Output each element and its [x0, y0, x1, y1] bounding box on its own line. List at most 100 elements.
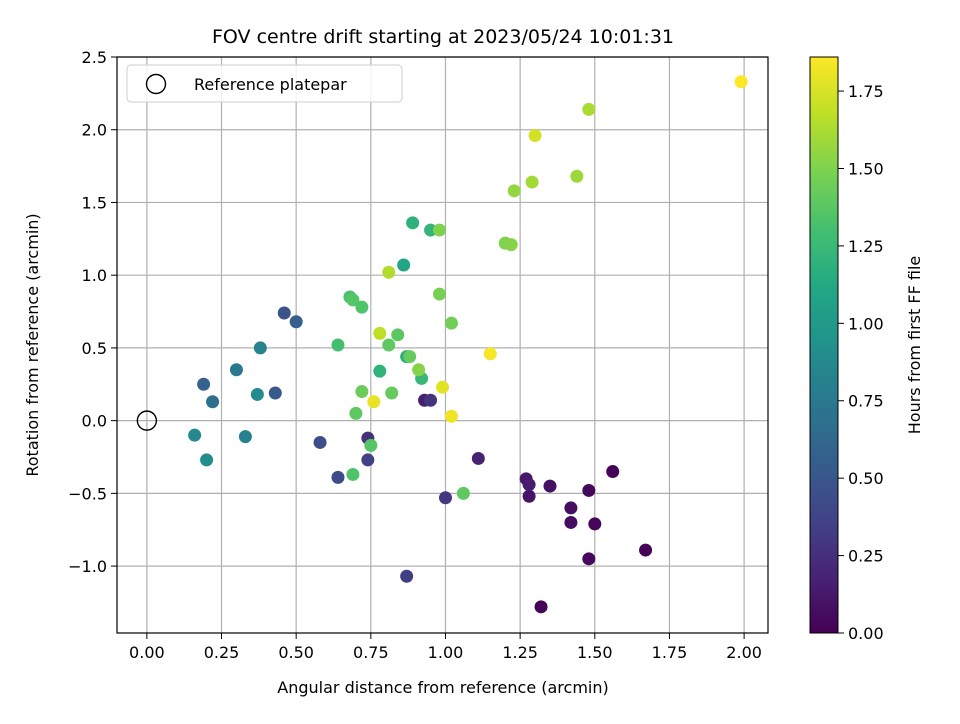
- data-point: [433, 287, 447, 301]
- x-tick-label: 0.50: [278, 643, 314, 662]
- y-tick-label: 1.0: [82, 266, 107, 285]
- colorbar-tick-label: 1.50: [848, 159, 884, 178]
- data-point: [570, 169, 584, 183]
- data-point: [361, 453, 375, 467]
- colorbar-ticks: 0.00 0.25 0.50 0.75 1.00 1.25 1.50 1.75: [838, 82, 884, 643]
- y-tick-label: −0.5: [68, 484, 107, 503]
- data-point: [238, 430, 252, 444]
- data-point: [355, 385, 369, 399]
- data-point: [391, 328, 405, 342]
- data-point: [229, 363, 243, 377]
- data-point: [268, 386, 282, 400]
- data-point: [382, 265, 396, 279]
- data-point: [406, 216, 420, 230]
- data-point: [734, 75, 748, 89]
- x-tick-label: 0.25: [204, 643, 240, 662]
- y-tick-label: 2.5: [82, 48, 107, 67]
- data-point: [444, 316, 458, 330]
- colorbar-tick-label: 0.50: [848, 469, 884, 488]
- reference-platepar-marker: [136, 410, 158, 431]
- colorbar-label: Hours from first FF file: [905, 256, 924, 435]
- colorbar-tick-label: 1.75: [848, 82, 884, 101]
- x-tick-label: 1.75: [652, 643, 688, 662]
- data-point: [543, 479, 557, 493]
- legend-entry: Reference platepar: [194, 75, 347, 94]
- data-point: [331, 470, 345, 484]
- y-tick-label: 1.5: [82, 193, 107, 212]
- data-point: [197, 377, 211, 391]
- data-point: [433, 223, 447, 237]
- data-point: [403, 350, 417, 364]
- colorbar-tick-label: 0.25: [848, 547, 884, 566]
- data-point: [277, 306, 291, 320]
- data-point: [188, 428, 202, 442]
- colorbar: 0.00 0.25 0.50 0.75 1.00 1.25 1.50 1.75 Hours f…: [809, 56, 924, 643]
- data-point: [528, 129, 542, 143]
- data-point: [331, 338, 345, 352]
- colorbar-tick-label: 0.75: [848, 392, 884, 411]
- x-tick-label: 0.00: [129, 643, 165, 662]
- data-point: [471, 451, 485, 465]
- data-point: [397, 258, 411, 272]
- x-tick-label: 0.75: [353, 643, 389, 662]
- data-points: [188, 75, 748, 614]
- colorbar-gradient: [809, 56, 839, 634]
- data-point: [582, 552, 596, 566]
- data-point: [400, 569, 414, 583]
- data-point: [373, 364, 387, 378]
- data-point: [367, 395, 381, 409]
- colorbar-tick-label: 0.00: [848, 624, 884, 643]
- data-point: [424, 223, 438, 237]
- data-point: [349, 406, 363, 420]
- y-tick-label: 0.0: [82, 412, 107, 431]
- data-point: [483, 347, 497, 361]
- data-point: [253, 341, 267, 355]
- data-point: [250, 387, 264, 401]
- data-point: [438, 491, 452, 505]
- legend-marker-hollow-circle: [145, 73, 167, 95]
- data-point: [382, 338, 396, 352]
- data-point: [364, 438, 378, 452]
- data-point: [606, 465, 620, 479]
- y-tick-label: 2.0: [82, 121, 107, 140]
- x-axis-label: Angular distance from reference (arcmin): [277, 678, 608, 697]
- data-point: [385, 386, 399, 400]
- data-point: [564, 515, 578, 529]
- colorbar-tick-label: 1.00: [848, 314, 884, 333]
- colorbar-tick-label: 1.25: [848, 237, 884, 256]
- legend-box: [126, 64, 403, 103]
- data-point: [412, 363, 426, 377]
- data-point: [534, 600, 548, 614]
- x-tick-label: 1.25: [502, 643, 538, 662]
- y-axis-label: Rotation from reference (arcmin): [23, 213, 42, 476]
- data-point: [444, 409, 458, 423]
- y-tick-label: 0.5: [82, 339, 107, 358]
- data-point: [456, 486, 470, 500]
- x-tick-label: 1.50: [577, 643, 613, 662]
- x-axis-ticks: 0.00 0.25 0.50 0.75 1.00 1.25 1.50 1.75 2.00: [129, 633, 762, 662]
- data-point: [206, 395, 220, 409]
- chart-title: FOV centre drift starting at 2023/05/24 …: [212, 26, 674, 48]
- data-point: [564, 501, 578, 515]
- data-point: [200, 453, 214, 467]
- data-point: [313, 435, 327, 449]
- data-point: [436, 380, 449, 394]
- legend: Reference platepar: [126, 64, 403, 103]
- data-point: [639, 543, 653, 557]
- x-tick-label: 1.00: [428, 643, 464, 662]
- data-point: [355, 300, 369, 314]
- data-point: [504, 238, 518, 252]
- data-point: [588, 517, 602, 531]
- data-point: [522, 489, 536, 503]
- data-point: [582, 483, 596, 497]
- plot-frame: [116, 56, 769, 634]
- data-point: [289, 315, 303, 329]
- data-point: [373, 326, 387, 340]
- y-tick-label: −1.0: [68, 557, 107, 576]
- data-point: [346, 467, 360, 481]
- data-point: [522, 478, 536, 492]
- data-point: [424, 393, 438, 407]
- reference-marker-layer: [136, 410, 158, 431]
